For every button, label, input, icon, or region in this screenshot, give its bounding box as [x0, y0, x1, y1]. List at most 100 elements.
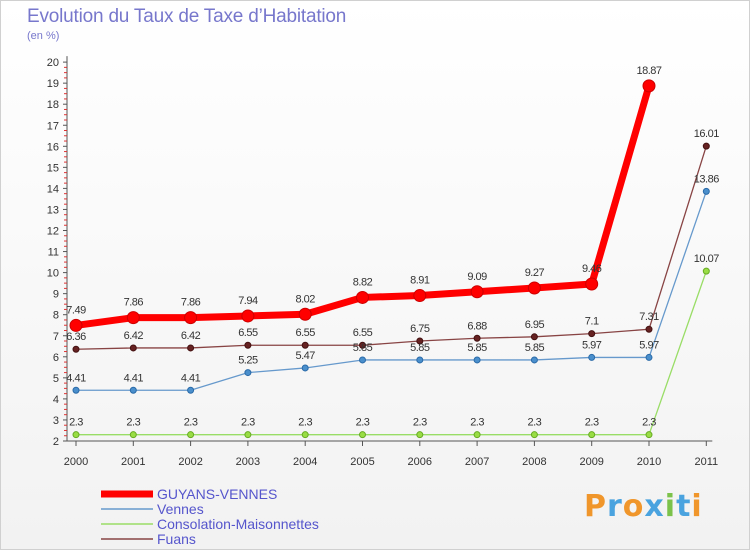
data-point [585, 277, 599, 291]
data-label: 5.85 [410, 342, 430, 354]
y-tick-label: 14 [47, 183, 59, 195]
data-point [187, 344, 195, 352]
data-point [129, 431, 137, 439]
data-point [473, 334, 481, 342]
y-tick-label: 2 [53, 436, 59, 448]
data-label: 6.36 [66, 331, 86, 343]
data-point [244, 341, 252, 349]
data-point [413, 289, 427, 303]
data-label: 5.85 [525, 342, 545, 354]
data-label: 6.95 [525, 319, 545, 331]
data-label: 9.27 [525, 267, 545, 279]
y-tick-label: 11 [48, 247, 59, 259]
x-tick-label: 2003 [236, 456, 260, 468]
data-label: 6.42 [181, 330, 201, 342]
data-point [241, 309, 255, 323]
data-point [356, 290, 369, 304]
data-point [527, 281, 541, 295]
data-label: 7.86 [181, 297, 201, 309]
data-point [588, 330, 596, 338]
data-point [702, 142, 710, 150]
data-label: 4.41 [66, 372, 86, 384]
logo-letter: o [622, 489, 645, 524]
data-label: 6.55 [238, 327, 258, 339]
logo-letter: i [691, 489, 703, 524]
data-label: 10.07 [694, 253, 719, 265]
data-label: 5.85 [353, 342, 373, 354]
data-point [530, 431, 538, 439]
data-label: 5.25 [238, 355, 258, 367]
data-point [416, 337, 424, 345]
data-label: 5.97 [582, 339, 602, 351]
legend-label: GUYANS-VENNES [157, 486, 277, 502]
x-tick-label: 2009 [579, 456, 603, 468]
legend-label: Consolation-Maisonnettes [157, 516, 319, 532]
data-point [588, 353, 596, 361]
data-point [473, 431, 481, 439]
data-point [359, 341, 366, 349]
data-point [416, 431, 424, 439]
data-label: 9.46 [582, 263, 602, 275]
data-point [72, 386, 80, 394]
data-label: 7.31 [639, 311, 659, 323]
y-tick-label: 16 [47, 141, 59, 153]
data-label: 5.47 [295, 350, 315, 362]
data-point [244, 431, 252, 439]
data-label: 4.41 [181, 372, 201, 384]
x-tick-label: 2004 [293, 456, 317, 468]
y-tick-label: 15 [47, 162, 59, 174]
data-point [416, 356, 424, 364]
logo-letter: t [676, 489, 692, 524]
data-label: 2.3 [356, 417, 370, 429]
data-point [129, 344, 137, 352]
data-label: 2.3 [184, 417, 198, 429]
chart-unit-label: (en %) [27, 30, 60, 42]
series-line [76, 270, 707, 436]
y-tick-label: 4 [53, 394, 59, 406]
data-label: 2.3 [241, 417, 255, 429]
y-tick-label: 8 [53, 310, 59, 322]
y-tick-label: 6 [53, 352, 59, 364]
data-point [301, 341, 309, 349]
series-line [75, 145, 707, 350]
data-point [187, 386, 195, 394]
data-point [702, 187, 710, 195]
data-point [129, 386, 137, 394]
data-label: 2.3 [69, 417, 83, 429]
data-label: 2.3 [413, 417, 427, 429]
data-label: 8.02 [295, 293, 315, 305]
logo-letter: r [607, 489, 623, 524]
x-tick-label: 2001 [121, 456, 145, 468]
y-tick-label: 10 [47, 268, 59, 280]
data-point [187, 431, 195, 439]
data-label: 18.87 [636, 65, 661, 77]
y-tick-label: 5 [53, 373, 59, 385]
y-tick-label: 3 [53, 415, 59, 427]
y-tick-label: 20 [47, 57, 59, 69]
data-label: 8.91 [410, 275, 430, 287]
x-tick-label: 2002 [178, 456, 202, 468]
series-line [76, 191, 707, 391]
data-point [301, 431, 309, 439]
data-label: 13.86 [694, 173, 719, 185]
data-point [645, 325, 653, 333]
data-label: 2.3 [528, 417, 542, 429]
legend-label: Vennes [157, 501, 204, 517]
data-point [301, 364, 309, 372]
data-label: 6.55 [295, 327, 315, 339]
data-label: 8.82 [353, 276, 373, 288]
legend-label: Fuans [157, 531, 196, 547]
x-tick-label: 2000 [64, 456, 88, 468]
logo-letter: P [584, 489, 607, 524]
x-tick-label: 2005 [350, 456, 374, 468]
data-point [530, 356, 538, 364]
y-tick-label: 12 [47, 226, 59, 238]
data-point [702, 267, 710, 275]
data-label: 2.3 [585, 417, 599, 429]
data-label: 7.49 [66, 304, 86, 316]
proxiti-logo: Proxiti [584, 489, 703, 524]
series-line [75, 84, 653, 329]
data-point [359, 431, 366, 439]
data-point [642, 79, 656, 93]
